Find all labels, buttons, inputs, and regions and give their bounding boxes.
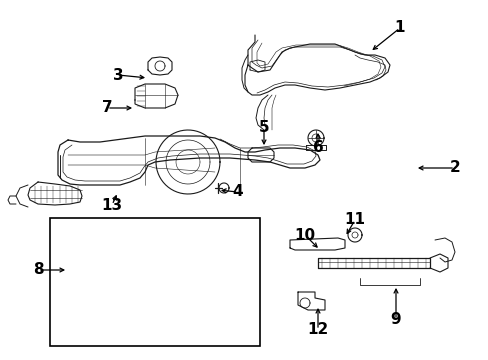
Bar bbox=[50, 218, 260, 346]
Text: 11: 11 bbox=[344, 212, 365, 228]
Text: 9: 9 bbox=[390, 312, 401, 328]
Text: 13: 13 bbox=[101, 198, 122, 212]
Text: 4: 4 bbox=[232, 184, 243, 199]
Text: 2: 2 bbox=[448, 161, 459, 175]
Text: 8: 8 bbox=[33, 262, 43, 278]
Text: 6: 6 bbox=[312, 140, 323, 156]
Text: 7: 7 bbox=[102, 100, 112, 116]
Text: 5: 5 bbox=[258, 121, 269, 135]
Text: 3: 3 bbox=[112, 68, 123, 82]
Text: 12: 12 bbox=[307, 323, 328, 338]
Text: 1: 1 bbox=[394, 21, 405, 36]
Text: 10: 10 bbox=[294, 228, 315, 243]
